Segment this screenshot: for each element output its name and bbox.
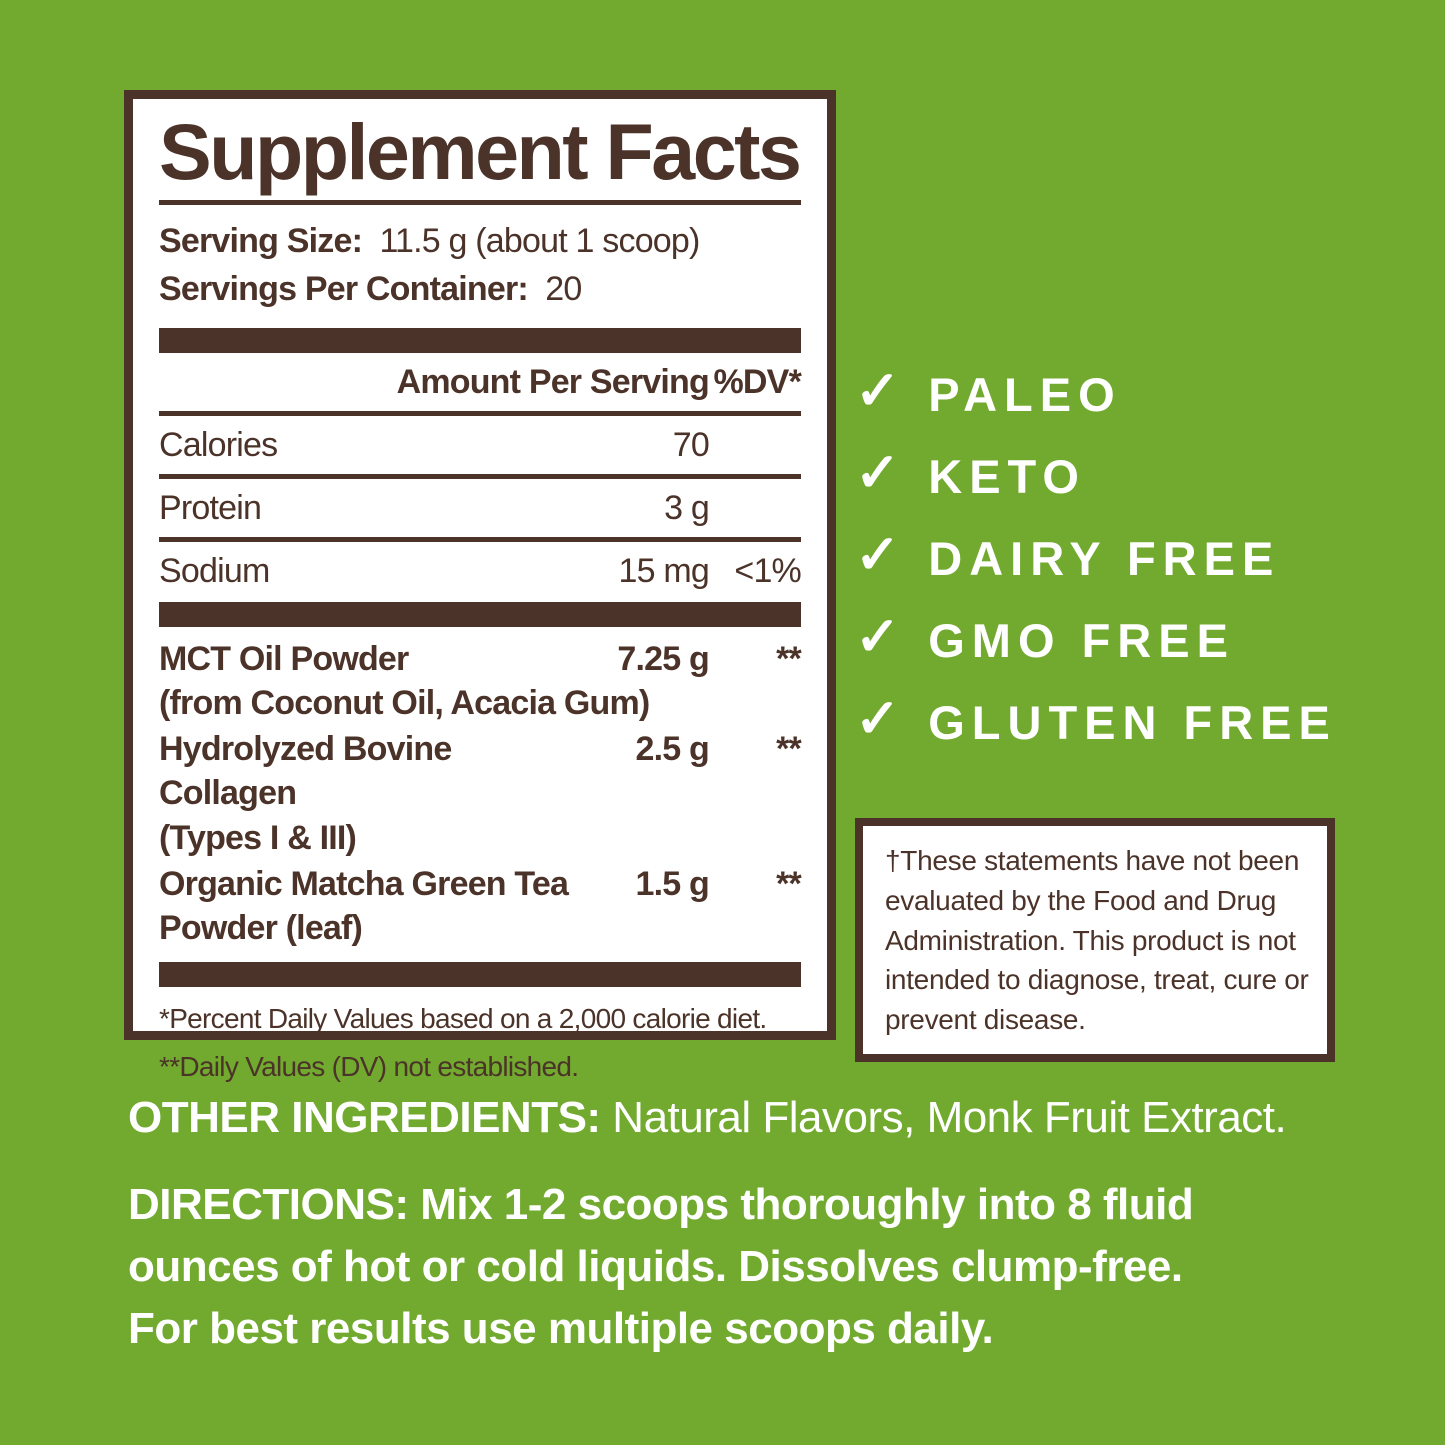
nutrient-row-sodium: Sodium 15 mg <1% [159, 542, 802, 600]
ingredient-dv: ** [776, 730, 802, 769]
separator-bar-middle [159, 601, 801, 627]
serving-size-value-text: 11.5 g (about 1 scoop) [379, 222, 700, 261]
ingredient-continuation: (from Coconut Oil, Acacia Gum) [159, 683, 650, 722]
nutrient-row-calories: Calories 70 [159, 416, 801, 474]
ingredient-name: Hydrolyzed Bovine Collagen [159, 730, 452, 813]
servings-per-container-value: 20 [545, 270, 582, 309]
checkmark-icon: ✓ [855, 525, 901, 585]
ingredient-amount: 1.5 g [635, 864, 710, 903]
ingredient-row-matcha: Organic Matcha Green Tea 1.5 g ** [159, 862, 802, 906]
footnote-percent-dv: *Percent Daily Values based on a 2,000 c… [159, 1003, 767, 1035]
checkmark-icon: ✓ [855, 607, 901, 667]
checkmark-icon: ✓ [855, 689, 901, 749]
ingredient-name: Organic Matcha Green Tea [159, 864, 569, 903]
nutrient-name: Sodium [159, 551, 270, 590]
badge-dairy-free: ✓ DAIRY FREE [855, 528, 1337, 585]
footnote-dv-not-established: **Daily Values (DV) not established. [159, 1051, 579, 1083]
badge-label: PALEO [928, 367, 1122, 421]
nutrient-amount: 15 mg [618, 551, 710, 590]
badge-label: GMO FREE [928, 613, 1235, 667]
nutrient-name: Protein [159, 488, 262, 527]
fda-disclaimer-box: †These statements have not been evaluate… [855, 818, 1335, 1062]
separator-bar-bottom [159, 962, 801, 988]
ingredient-dv: ** [776, 639, 802, 678]
ingredient-name: MCT Oil Powder [159, 639, 409, 678]
badge-label: KETO [928, 449, 1086, 503]
nutrient-row-protein: Protein 3 g [159, 479, 801, 537]
directions-line-2: ounces of hot or cold liquids. Dissolves… [128, 1242, 1183, 1291]
other-ingredients-value: Natural Flavors, Monk Fruit Extract. [600, 1093, 1287, 1142]
ingredients-block: MCT Oil Powder 7.25 g ** (from Coconut O… [159, 637, 802, 950]
fda-disclaimer-text: †These statements have not been evaluate… [885, 845, 1309, 1035]
amount-per-serving-header: Amount Per Serving [396, 362, 710, 401]
badge-keto: ✓ KETO [855, 446, 1337, 503]
servings-gap [537, 270, 546, 308]
serving-size-line: Serving Size: 11.5 g (about 1 scoop) [159, 217, 801, 265]
directions-block: DIRECTIONS: Mix 1-2 scoops thoroughly in… [128, 1174, 1408, 1360]
badge-gmo-free: ✓ GMO FREE [855, 610, 1337, 667]
ingredient-continuation: (Types I & III) [159, 818, 357, 857]
supplement-facts-panel: Supplement Facts Serving Size: 11.5 g (a… [124, 90, 836, 1082]
badge-gluten-free: ✓ GLUTEN FREE [855, 692, 1337, 749]
directions-line-3: For best results use multiple scoops dai… [128, 1304, 994, 1353]
ingredient-amount: 2.5 g [635, 730, 710, 769]
ingredient-row-collagen: Hydrolyzed Bovine Collagen 2.5 g ** [159, 727, 802, 815]
panel-title: Supplement Facts [159, 107, 802, 196]
checkmark-icon: ✓ [855, 361, 901, 421]
serving-size-label: Serving Size: [159, 222, 363, 261]
rule-above-calories [159, 410, 801, 416]
checkmark-icon: ✓ [855, 443, 901, 503]
rule-above-sodium [159, 536, 801, 542]
servings-per-container-label: Servings Per Container: [159, 270, 529, 309]
title-rule [159, 200, 801, 206]
directions-line-1: DIRECTIONS: Mix 1-2 scoops thoroughly in… [128, 1180, 1194, 1229]
nutrient-amount: 70 [672, 425, 710, 464]
other-ingredients-line: OTHER INGREDIENTS: Natural Flavors, Monk… [128, 1092, 1408, 1145]
badge-paleo: ✓ PALEO [855, 364, 1337, 421]
servings-per-container-line: Servings Per Container: 20 [159, 265, 801, 313]
column-headers: Amount Per Serving %DV* [159, 362, 802, 402]
ingredient-continuation: Powder (leaf) [159, 908, 363, 947]
nutrient-dv: <1% [734, 551, 801, 590]
diet-badge-list: ✓ PALEO ✓ KETO ✓ DAIRY FREE ✓ GMO FREE ✓… [855, 364, 1337, 778]
ingredient-row-mct: MCT Oil Powder 7.25 g ** [159, 637, 802, 681]
other-ingredients-label: OTHER INGREDIENTS: [128, 1093, 601, 1142]
nutrient-name: Calories [159, 425, 278, 464]
ingredient-dv: ** [776, 864, 802, 903]
badge-label: GLUTEN FREE [928, 695, 1337, 749]
rule-above-protein [159, 473, 801, 479]
dv-header: %DV* [713, 362, 802, 401]
ingredient-amount: 7.25 g [617, 639, 709, 678]
nutrient-amount: 3 g [664, 488, 710, 527]
badge-label: DAIRY FREE [928, 531, 1281, 585]
separator-bar-top [159, 327, 801, 353]
